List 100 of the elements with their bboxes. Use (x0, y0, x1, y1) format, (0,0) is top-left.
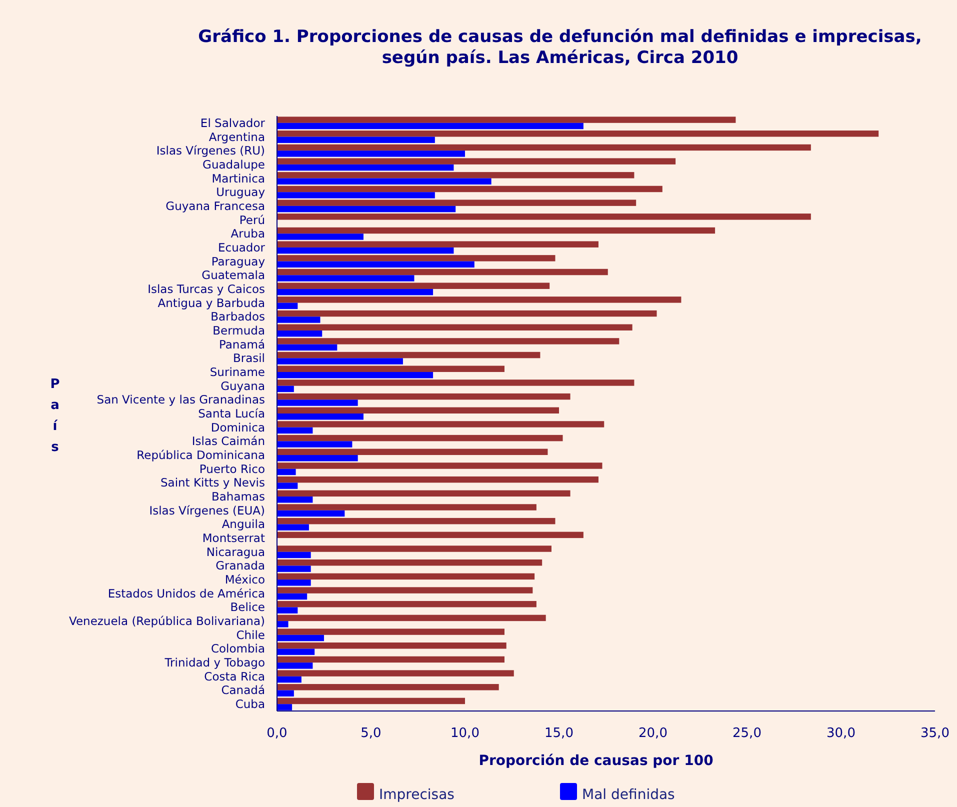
bar (277, 468, 296, 476)
y-tick-label: Panamá (218, 337, 265, 352)
bar (277, 628, 504, 635)
x-tick-label: 20,0 (638, 726, 668, 741)
bar (277, 407, 559, 414)
y-tick-label: Colombia (210, 642, 265, 656)
bar (277, 261, 474, 268)
bar (277, 546, 552, 552)
bar (277, 684, 499, 690)
bar (277, 206, 456, 212)
bar (277, 386, 294, 392)
y-tick-label: México (224, 572, 265, 587)
x-tick-label: 35,0 (920, 726, 950, 741)
bar (277, 380, 634, 386)
y-tick-label: Suriname (210, 364, 265, 379)
y-tick-label: Bermuda (212, 323, 265, 338)
bar (277, 634, 324, 642)
y-tick-label: Barbados (210, 310, 266, 324)
y-tick-label: Aruba (230, 226, 265, 241)
y-tick-label: Santa Lucía (198, 406, 265, 420)
bar (277, 593, 308, 600)
bar (277, 524, 309, 530)
bar (277, 178, 492, 184)
bar (277, 504, 536, 510)
x-tick-label: 25,0 (732, 726, 762, 741)
chart-title: Gráfico 1. Proporciones de causas de defunción mal definidas e imprecisas, según país. Las Américas, Circa 2010 (198, 27, 922, 68)
bar (277, 372, 434, 378)
bar (277, 482, 298, 489)
legend-label: Mal definidas (582, 787, 675, 803)
bar (277, 676, 302, 683)
y-tick-label: Nicaragua (206, 544, 265, 559)
bar (277, 580, 311, 586)
bar (277, 158, 676, 164)
bar (277, 275, 414, 282)
bar (277, 552, 311, 558)
y-tick-label: Islas Vírgenes (RU) (156, 144, 265, 158)
y-tick-label: Antigua y Barbuda (158, 296, 265, 310)
bar (277, 247, 454, 254)
bar (277, 455, 358, 462)
y-tick-label: Venezuela (República Bolivariana) (68, 614, 265, 628)
y-tick-label: Guadalupe (202, 157, 265, 172)
x-tick-label: 30,0 (826, 726, 856, 741)
y-tick-label: Islas Turcas y Caicos (148, 282, 265, 296)
bar (277, 421, 604, 428)
y-tick-label: Paraguay (211, 254, 266, 268)
y-tick-label: Guyana (220, 378, 265, 393)
x-tick-label: 0,0 (266, 726, 288, 741)
y-tick-label: Saint Kitts y Nevis (160, 476, 266, 490)
bar (277, 358, 403, 364)
bar (277, 662, 313, 669)
bar (277, 227, 716, 234)
y-tick-label: Brasil (232, 351, 265, 366)
bar (277, 607, 298, 614)
bar (277, 344, 338, 351)
y-tick-label: Belice (230, 600, 265, 614)
y-tick-label: Islas Vírgenes (EUA) (149, 503, 265, 518)
bar (277, 587, 533, 594)
bar (277, 462, 602, 469)
bar (277, 393, 570, 400)
bar (277, 400, 358, 406)
bar (277, 122, 584, 130)
y-tick-label: República Dominicana (136, 448, 265, 462)
bar (277, 330, 322, 337)
y-tick-label: Argentina (208, 130, 265, 144)
bar (277, 268, 608, 276)
bar (277, 448, 548, 456)
x-axis-title: Proporción de causas por 100 (478, 753, 714, 769)
bar (277, 200, 636, 206)
bar (277, 532, 584, 538)
bar (277, 496, 313, 503)
bar (277, 566, 311, 572)
bar (277, 172, 634, 178)
bar (277, 234, 364, 240)
y-tick-label: Puerto Rico (199, 462, 265, 476)
bar (277, 288, 434, 296)
bar (277, 352, 540, 358)
bar (277, 476, 598, 483)
y-tick-label: San Vicente y las Granadinas (96, 392, 265, 407)
y-tick-label: Chile (236, 628, 265, 642)
y-tick-label: Dominica (210, 420, 265, 434)
y-tick-label: Costa Rica (204, 669, 265, 684)
bar (277, 136, 435, 143)
bar (277, 150, 465, 157)
bar (277, 559, 542, 566)
bar (277, 704, 292, 710)
y-tick-label: Cuba (235, 697, 265, 712)
bar (277, 656, 504, 663)
bar (277, 698, 465, 704)
bar (277, 164, 454, 171)
legend-label: Imprecisas (379, 787, 454, 803)
y-tick-label: Ecuador (218, 240, 266, 254)
bar (277, 690, 294, 696)
y-tick-label: Estados Unidos de América (108, 586, 265, 600)
y-tick-label: Bahamas (211, 490, 266, 504)
bar (277, 642, 506, 649)
bar (277, 296, 682, 303)
y-tick-label: Trinidad y Tobago (164, 656, 265, 670)
bar (277, 510, 345, 517)
bar (277, 310, 657, 317)
x-tick-label: 5,0 (360, 726, 382, 741)
